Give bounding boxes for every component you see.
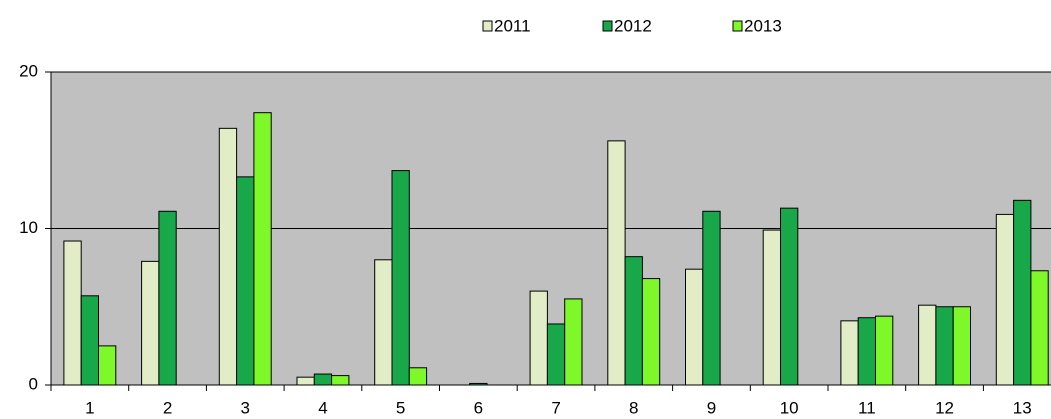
bar	[1030, 270, 1049, 386]
x-tick-label: 7	[551, 398, 560, 417]
bar	[935, 306, 954, 386]
x-tick-label: 13	[1013, 398, 1032, 417]
x-tick-label: 8	[629, 398, 638, 417]
bar	[546, 323, 566, 386]
bar	[253, 112, 272, 386]
bar	[296, 376, 315, 386]
legend-label: 2012	[614, 16, 652, 35]
bar	[141, 260, 160, 386]
x-tick-label: 1	[85, 398, 94, 417]
bar	[780, 207, 799, 386]
bar	[857, 317, 877, 386]
y-tick-label: 0	[29, 374, 38, 393]
y-tick-label: 10	[19, 218, 38, 237]
y-tick-label: 20	[19, 61, 38, 80]
x-tick-label: 3	[241, 398, 250, 417]
bar	[1013, 199, 1032, 386]
x-tick-label: 6	[474, 398, 483, 417]
legend-swatch	[482, 20, 493, 32]
bar	[702, 210, 721, 386]
bar	[158, 210, 177, 386]
legend-label: 2013	[744, 16, 782, 35]
bar	[63, 240, 82, 386]
x-tick-label: 11	[858, 398, 876, 417]
bar	[840, 320, 859, 386]
bar	[875, 315, 894, 386]
bar	[98, 345, 117, 386]
x-tick-label: 12	[935, 398, 954, 417]
legend-swatch	[732, 20, 743, 32]
bar	[331, 375, 350, 386]
bar	[391, 170, 410, 386]
bar	[607, 140, 626, 386]
bar	[995, 213, 1015, 386]
bar	[564, 298, 583, 386]
bar	[374, 259, 393, 386]
bar	[641, 278, 661, 386]
bar	[529, 290, 548, 386]
x-tick-label: 5	[396, 398, 405, 417]
legend-label: 2011	[494, 16, 531, 35]
bar	[313, 373, 333, 386]
bar	[762, 229, 782, 386]
bar	[408, 367, 428, 386]
x-tick-label: 2	[163, 398, 172, 417]
bar	[952, 306, 972, 386]
legend-swatch	[602, 20, 613, 32]
bar	[685, 268, 704, 386]
bar	[218, 127, 238, 386]
bar	[918, 304, 937, 386]
bar	[80, 295, 99, 386]
bar	[236, 176, 255, 386]
x-tick-label: 4	[318, 398, 327, 417]
bar	[624, 256, 643, 386]
x-tick-label: 10	[780, 398, 799, 417]
x-tick-label: 9	[707, 398, 716, 417]
